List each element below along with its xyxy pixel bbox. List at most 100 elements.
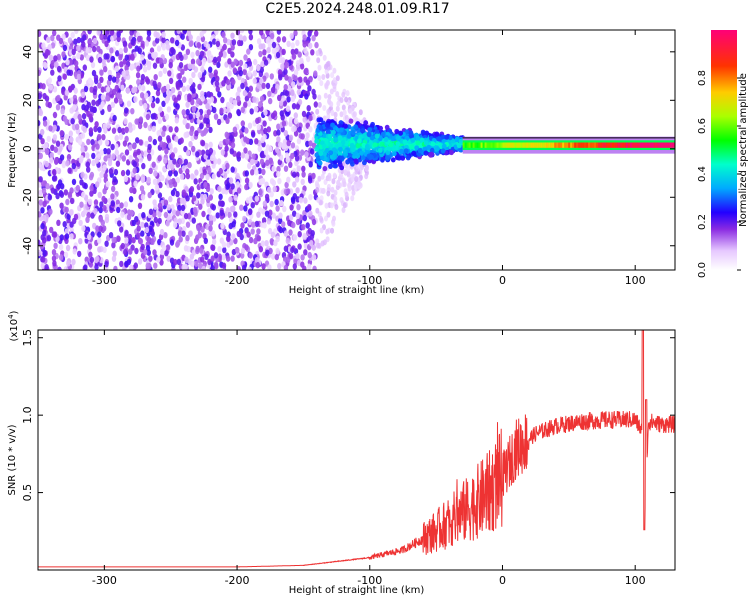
heat-cell xyxy=(194,169,199,176)
heat-band-cell xyxy=(645,142,648,148)
heat-cell xyxy=(243,147,248,154)
heat-cell xyxy=(73,38,78,45)
heat-cell xyxy=(420,129,426,135)
heat-cell xyxy=(56,65,62,73)
heat-cell xyxy=(47,194,53,201)
heat-cell xyxy=(180,204,186,212)
heat-cell xyxy=(57,179,63,186)
heat-cell xyxy=(50,34,55,42)
heat-cell xyxy=(225,183,230,190)
heat-cell xyxy=(314,30,319,37)
heat-band-cell xyxy=(474,142,477,148)
heat-cell xyxy=(194,130,199,137)
heat-cell xyxy=(286,256,291,264)
heat-cell xyxy=(216,56,222,63)
heat-cell xyxy=(196,192,201,199)
heat-cell xyxy=(278,217,283,225)
heat-cell xyxy=(255,117,260,125)
heat-band-cell xyxy=(534,142,537,148)
heat-cell xyxy=(299,63,305,70)
heat-cell xyxy=(395,141,401,147)
heat-cell xyxy=(263,149,269,156)
heat-cell xyxy=(300,149,305,156)
heat-cell xyxy=(180,33,185,40)
heat-cell xyxy=(145,262,150,270)
heat-cell xyxy=(269,32,275,40)
heat-cell xyxy=(208,141,213,148)
heat-cell xyxy=(207,207,212,215)
heat-cell xyxy=(166,89,171,96)
heat-cell xyxy=(55,104,61,111)
heat-cell xyxy=(317,101,322,108)
heat-cell xyxy=(196,97,201,105)
heat-cell xyxy=(85,152,90,159)
heat-cell xyxy=(41,42,46,49)
heat-band-cell xyxy=(528,142,531,148)
heat-cell xyxy=(103,155,108,162)
heat-cell xyxy=(50,42,56,49)
heat-cell xyxy=(267,90,272,98)
heat-cell xyxy=(181,189,186,196)
heat-cell xyxy=(143,121,148,129)
heat-cell xyxy=(270,231,276,238)
heat-cell xyxy=(283,84,288,91)
heat-cell xyxy=(324,122,330,128)
heat-cell xyxy=(262,120,267,127)
heat-cell xyxy=(58,37,64,45)
heat-cell xyxy=(114,149,120,156)
heat-cell xyxy=(80,91,86,99)
heat-cell xyxy=(307,85,312,92)
heat-cell xyxy=(83,85,89,93)
heat-band-cell xyxy=(625,142,629,148)
heat-cell xyxy=(110,143,115,151)
heat-cell xyxy=(42,249,47,257)
heat-cell xyxy=(213,261,219,268)
heat-band-cell xyxy=(506,142,509,148)
heat-cell xyxy=(175,210,180,217)
heat-cell xyxy=(161,36,166,44)
heat-cell xyxy=(173,97,178,104)
heat-cell xyxy=(208,72,214,79)
heat-cell xyxy=(99,171,104,179)
heat-cell xyxy=(200,90,205,98)
heat-cell xyxy=(269,191,274,198)
heat-cell xyxy=(284,61,290,69)
heat-cell xyxy=(64,233,70,240)
heat-cell xyxy=(82,64,88,71)
heat-cell xyxy=(298,76,303,83)
heat-cell xyxy=(225,78,231,86)
heat-cell xyxy=(295,64,301,72)
heat-cell xyxy=(314,138,320,144)
heat-cell xyxy=(123,118,128,125)
heat-cell xyxy=(38,239,41,246)
heat-cell xyxy=(191,87,196,94)
heat-cell xyxy=(157,135,163,142)
heat-cell xyxy=(338,127,344,133)
heat-cell xyxy=(93,208,98,215)
heat-cell xyxy=(173,258,178,266)
heat-cell xyxy=(148,95,153,103)
heat-cell xyxy=(38,189,43,196)
heat-cell xyxy=(61,88,66,95)
heat-cell xyxy=(102,246,107,253)
heat-cell xyxy=(210,264,215,270)
heat-cell xyxy=(57,266,62,270)
heat-cell xyxy=(111,236,116,243)
heat-cell xyxy=(53,61,59,68)
heat-cell xyxy=(185,108,190,116)
heat-cell xyxy=(175,35,181,42)
heat-cell xyxy=(196,224,201,232)
heat-cell xyxy=(283,165,289,172)
heat-cell xyxy=(332,172,337,179)
heat-cell xyxy=(232,67,237,74)
heat-cell xyxy=(309,240,314,247)
heat-cell xyxy=(218,167,223,175)
heat-cell xyxy=(278,74,283,81)
heat-cell xyxy=(327,133,333,139)
heat-cell xyxy=(168,170,173,177)
heat-cell xyxy=(44,148,50,155)
heat-cell xyxy=(315,207,320,214)
heat-cell xyxy=(316,57,321,64)
heat-cell xyxy=(62,115,68,123)
